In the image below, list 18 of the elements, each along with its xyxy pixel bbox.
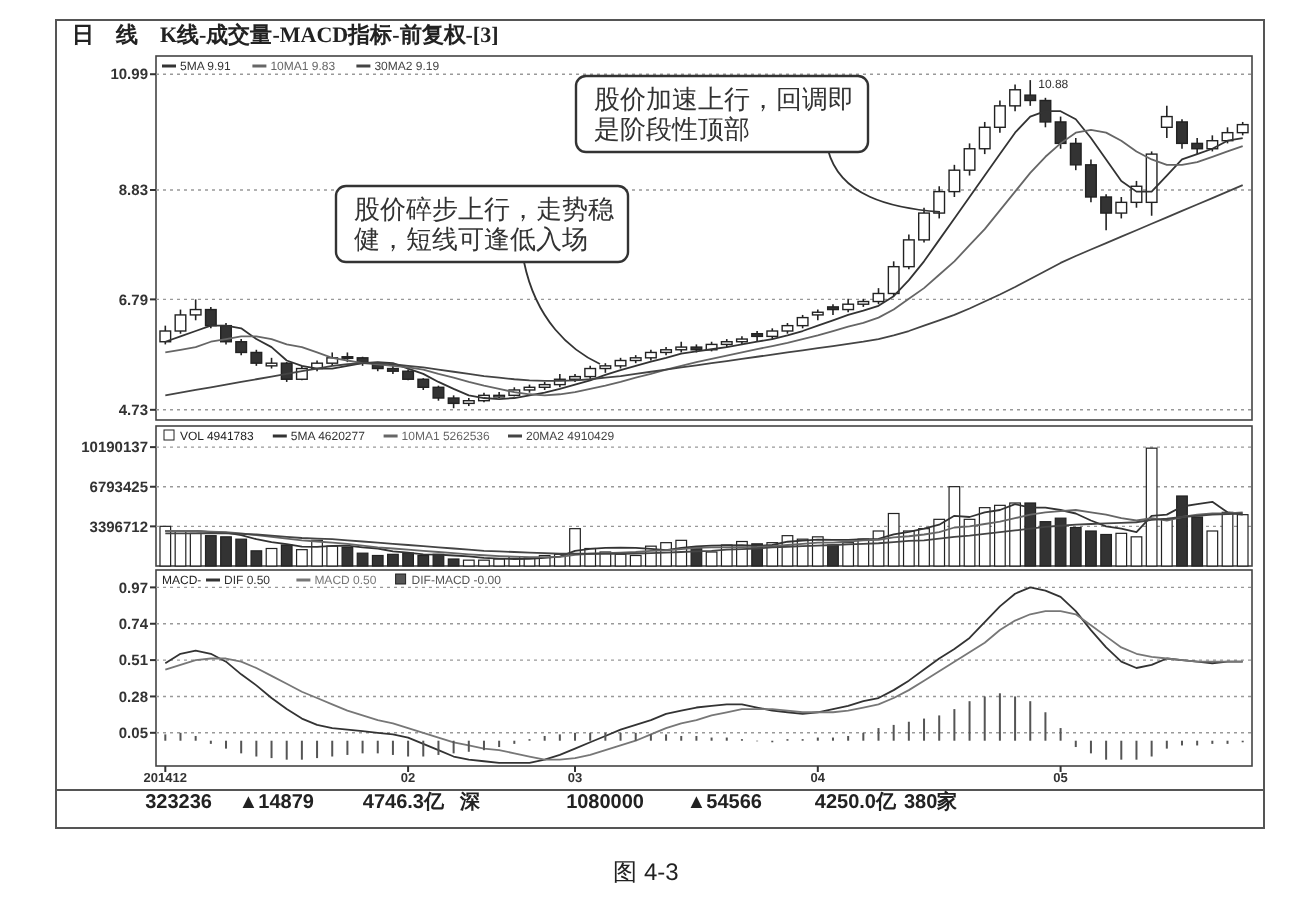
bar [1130, 536, 1143, 567]
text: ▲54566 [686, 792, 763, 814]
text: 323236 [145, 792, 213, 814]
text: 深 [458, 790, 482, 814]
text: 4746.3亿 [362, 790, 446, 814]
chart-title: 日 线 K线-成交量-MACD指标-前复权-[3] [72, 22, 499, 48]
line-series [164, 610, 1244, 761]
annotation: 股价碎步上行，走势稳健，短线可逢低入场 [354, 194, 614, 254]
bar [159, 525, 172, 567]
text: 1080000 [566, 792, 645, 814]
text: 4250.0亿 [814, 790, 898, 814]
bar [1236, 514, 1249, 567]
bar [265, 547, 278, 567]
line-series [164, 184, 1244, 397]
annotation: 股价加速上行，回调即是阶段性顶部 [594, 84, 854, 144]
text: ▲14879 [238, 792, 315, 814]
text: 380家 [904, 790, 958, 814]
caption: 图 4-3 [613, 858, 680, 886]
